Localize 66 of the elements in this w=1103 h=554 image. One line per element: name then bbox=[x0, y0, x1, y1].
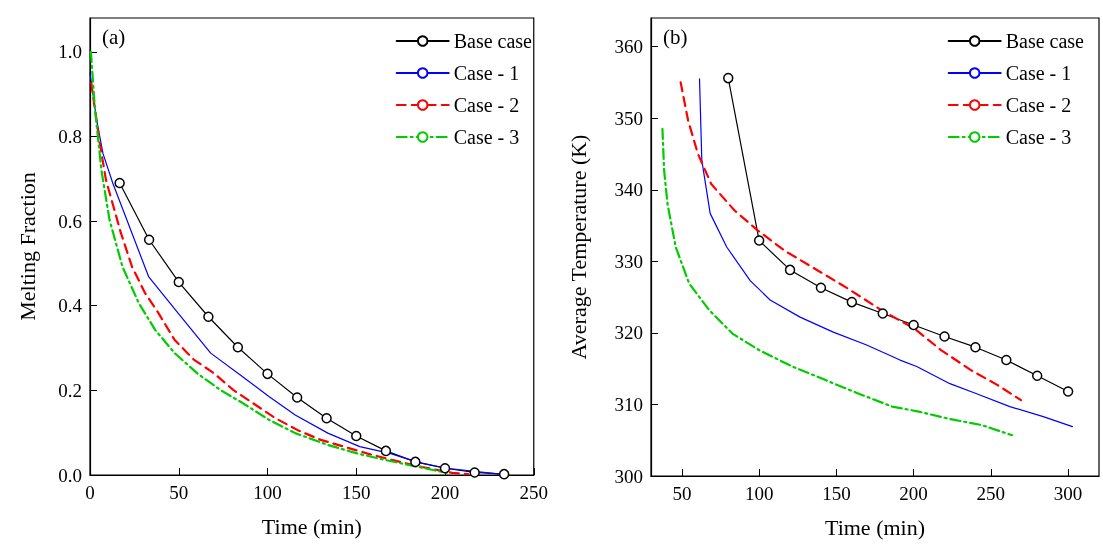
y-tick-label: 320 bbox=[614, 322, 643, 344]
point bbox=[1031, 370, 1043, 382]
y-tick-label: 0.8 bbox=[58, 125, 82, 147]
legend-label: Case - 3 bbox=[1005, 126, 1072, 148]
x-tick-label: 200 bbox=[430, 482, 460, 503]
annotation: (a) bbox=[102, 24, 126, 49]
point bbox=[203, 311, 214, 322]
point bbox=[262, 368, 273, 380]
point bbox=[321, 413, 332, 424]
y-axis-title: Average Temperature (K) bbox=[565, 134, 591, 360]
point bbox=[877, 308, 888, 319]
point bbox=[970, 341, 981, 353]
x-tick-label: 100 bbox=[744, 483, 774, 504]
legend-label: Case - 2 bbox=[1005, 94, 1072, 116]
x-tick-label: 250 bbox=[976, 483, 1006, 504]
x-tick-label: 100 bbox=[253, 482, 282, 503]
y-axis-title: Melting Fraction bbox=[14, 172, 40, 321]
x-axis-title: Time (min) bbox=[261, 513, 362, 539]
point bbox=[939, 331, 950, 342]
point bbox=[469, 467, 480, 478]
x-tick-label: 150 bbox=[822, 483, 851, 504]
y-tick-label: 360 bbox=[614, 36, 643, 58]
y-tick-label: 350 bbox=[614, 107, 643, 129]
y-tick-label: 330 bbox=[614, 250, 643, 272]
x-tick-label: 50 bbox=[169, 482, 189, 503]
y-tick-label: 1.0 bbox=[58, 41, 82, 63]
point bbox=[410, 456, 421, 468]
line-series bbox=[698, 78, 1074, 428]
point bbox=[232, 341, 244, 353]
point bbox=[1001, 354, 1012, 366]
point bbox=[846, 296, 858, 308]
x-tick-label: 200 bbox=[899, 483, 928, 504]
point bbox=[498, 468, 510, 480]
y-tick-label: 0.6 bbox=[58, 210, 82, 232]
point bbox=[351, 430, 362, 442]
point bbox=[1062, 386, 1074, 397]
point bbox=[143, 234, 155, 245]
point bbox=[908, 319, 919, 331]
point bbox=[173, 276, 184, 288]
legend-label: Case - 2 bbox=[453, 94, 520, 116]
y-tick-label: 310 bbox=[614, 393, 643, 415]
y-tick-label: 0.0 bbox=[58, 464, 82, 486]
point bbox=[439, 462, 451, 474]
point bbox=[723, 72, 734, 84]
y-tick-label: 300 bbox=[614, 465, 643, 487]
legend-label: Case - 3 bbox=[453, 126, 520, 148]
legend-label: Base case bbox=[1005, 30, 1085, 52]
point bbox=[291, 392, 303, 403]
x-tick-label: 300 bbox=[1053, 483, 1083, 504]
point bbox=[815, 282, 827, 294]
x-tick-label: 50 bbox=[672, 483, 692, 504]
point bbox=[380, 445, 392, 457]
legend-label: Case - 1 bbox=[1005, 62, 1072, 84]
x-tick-label: 250 bbox=[519, 482, 548, 503]
x-axis-title: Time (min) bbox=[824, 514, 926, 540]
point bbox=[753, 235, 765, 246]
legend-label: Case - 1 bbox=[453, 62, 520, 84]
point bbox=[114, 177, 125, 189]
x-tick-label: 150 bbox=[342, 482, 371, 503]
y-tick-label: 0.4 bbox=[58, 295, 83, 317]
annotation: (b) bbox=[663, 24, 688, 49]
y-tick-label: 0.2 bbox=[58, 379, 82, 401]
x-tick-label: 0 bbox=[85, 482, 95, 503]
point bbox=[784, 264, 796, 276]
legend-label: Base case bbox=[453, 30, 533, 52]
y-tick-label: 340 bbox=[614, 179, 643, 201]
